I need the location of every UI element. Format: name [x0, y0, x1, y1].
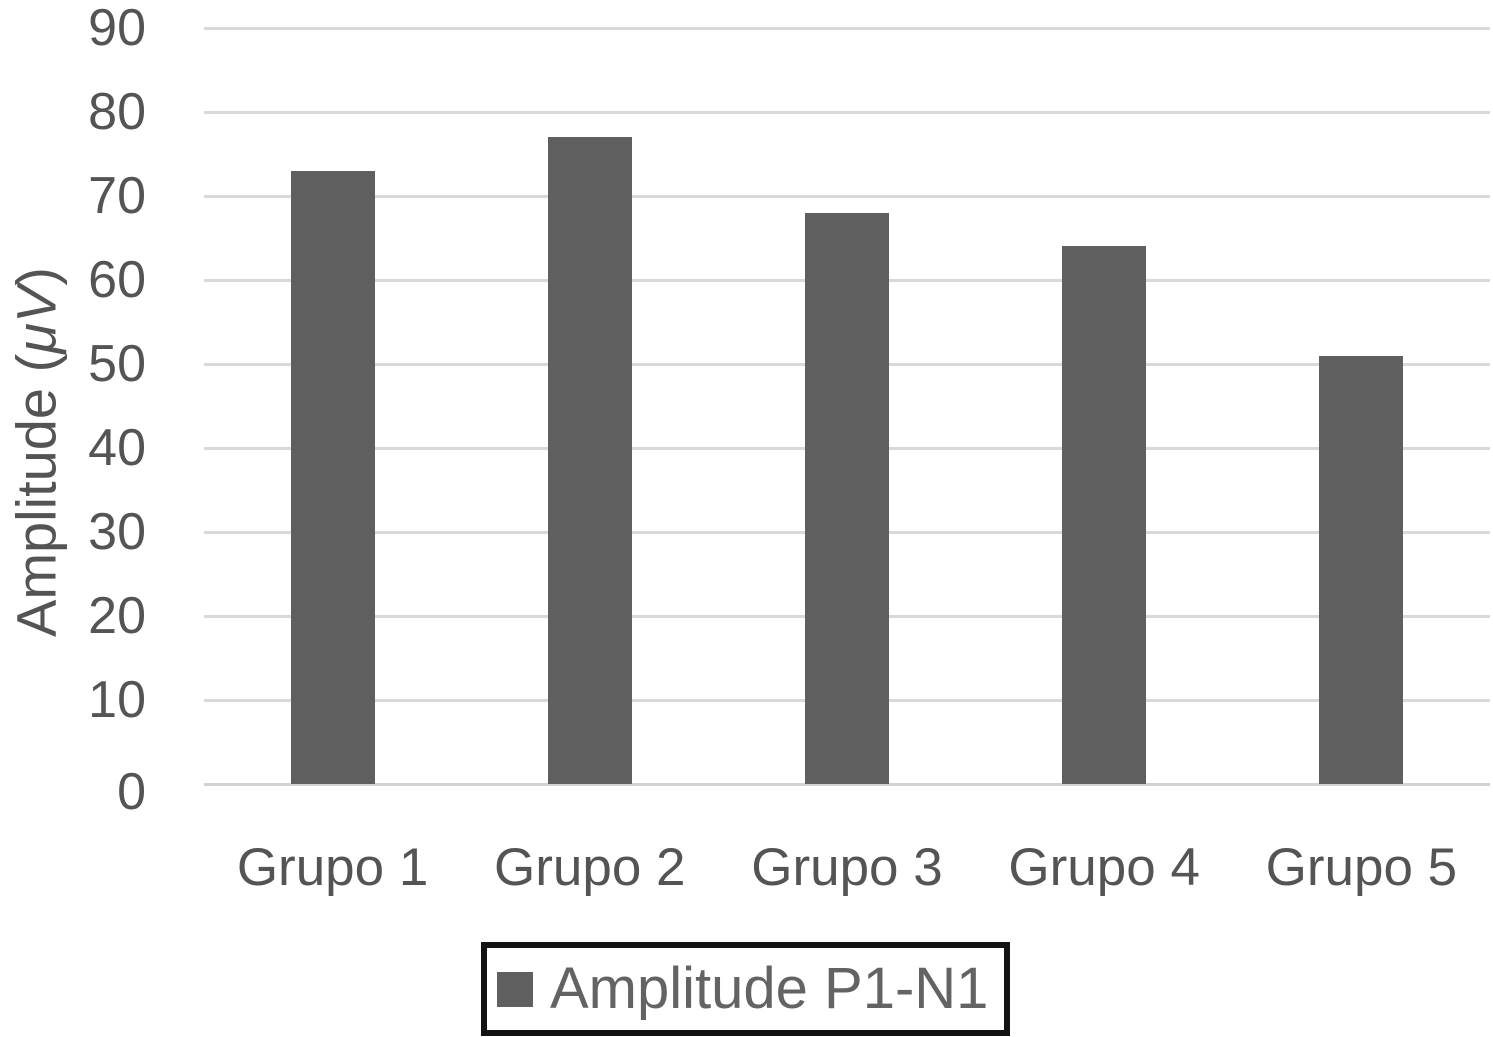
x-label-grupo-1: Grupo 1 [236, 838, 429, 897]
bar-grupo-4 [1062, 246, 1147, 784]
y-tick-label-10: 10 [88, 671, 146, 729]
legend: Amplitude P1-N1 [481, 942, 1011, 1036]
plot-area [204, 27, 1490, 786]
y-tick-label-0: 0 [117, 763, 146, 821]
gridline-y-0 [204, 783, 1490, 786]
y-tick-label-30: 30 [88, 503, 146, 561]
bar-grupo-1 [290, 170, 375, 784]
bar-grupo-5 [1319, 355, 1404, 784]
y-tick-label-90: 90 [88, 0, 146, 57]
y-tick-label-70: 70 [88, 167, 146, 225]
gridline-y-70 [204, 195, 1490, 198]
y-tick-label-80: 80 [88, 83, 146, 141]
x-label-grupo-4: Grupo 4 [1008, 838, 1200, 897]
gridline-y-80 [204, 111, 1490, 114]
x-label-grupo-3: Grupo 3 [751, 838, 943, 897]
x-label-grupo-2: Grupo 2 [494, 838, 686, 897]
bar-grupo-3 [805, 212, 889, 784]
legend-label: Amplitude P1-N1 [550, 956, 989, 1021]
y-tick-label-50: 50 [88, 335, 146, 393]
y-tick-label-60: 60 [88, 251, 146, 309]
x-label-grupo-5: Grupo 5 [1265, 838, 1458, 897]
legend-swatch-icon [497, 971, 533, 1007]
bar-grupo-2 [547, 137, 632, 784]
y-tick-label-20: 20 [88, 587, 146, 645]
y-tick-label-40: 40 [88, 419, 146, 477]
gridline-y-90 [204, 27, 1490, 30]
